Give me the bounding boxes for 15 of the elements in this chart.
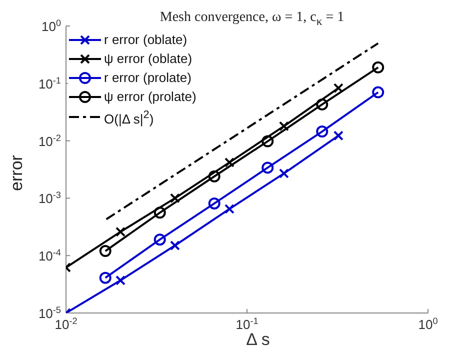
y-tick-label: 10$^{-1}$ <box>38 75 61 92</box>
legend-label: r error (oblate) <box>104 31 188 49</box>
x-tick-label: 10$^{0}$ <box>418 316 438 332</box>
chart-title: Mesh convergence, ω = 1, c$_{κ}$ = 1 <box>158 10 346 28</box>
legend-label: ψ error (oblate) <box>104 50 192 68</box>
x-axis-title: Δ s <box>246 330 270 349</box>
y-tick-label: 10$^{-4}$ <box>38 248 61 264</box>
x-tick-label: 10$^{-1}$ <box>236 316 258 332</box>
legend-label: ψ error (prolate) <box>104 88 196 106</box>
y-axis-title: error <box>7 154 26 191</box>
y-tick-label: 10$^{0}$ <box>41 18 61 34</box>
y-tick-label: 10$^{-2}$ <box>38 132 61 149</box>
y-tick-label: 10$^{-3}$ <box>38 190 61 206</box>
legend-label: O(|Δ s|$^{2}$) <box>104 108 154 128</box>
legend-label: r error (prolate) <box>104 69 192 87</box>
